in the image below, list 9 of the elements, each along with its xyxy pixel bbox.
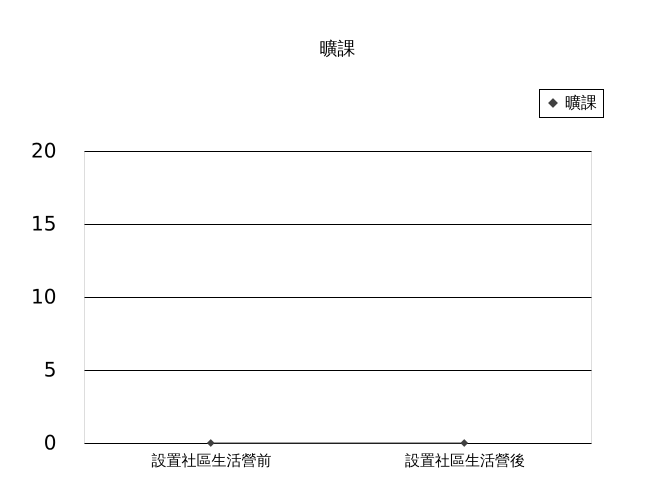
x-tick-label: 設置社區生活營後 (404, 452, 525, 470)
x-tick-label: 設置社區生活營前 (151, 452, 272, 470)
y-tick-label: 5 (44, 358, 56, 382)
y-tick-label: 15 (31, 212, 56, 236)
y-tick-label: 20 (31, 138, 56, 162)
y-tick-label: 0 (44, 430, 56, 454)
y-tick-label: 10 (31, 284, 56, 308)
legend-label: 曠課 (565, 93, 597, 112)
chart-title: 曠課 (320, 38, 356, 60)
